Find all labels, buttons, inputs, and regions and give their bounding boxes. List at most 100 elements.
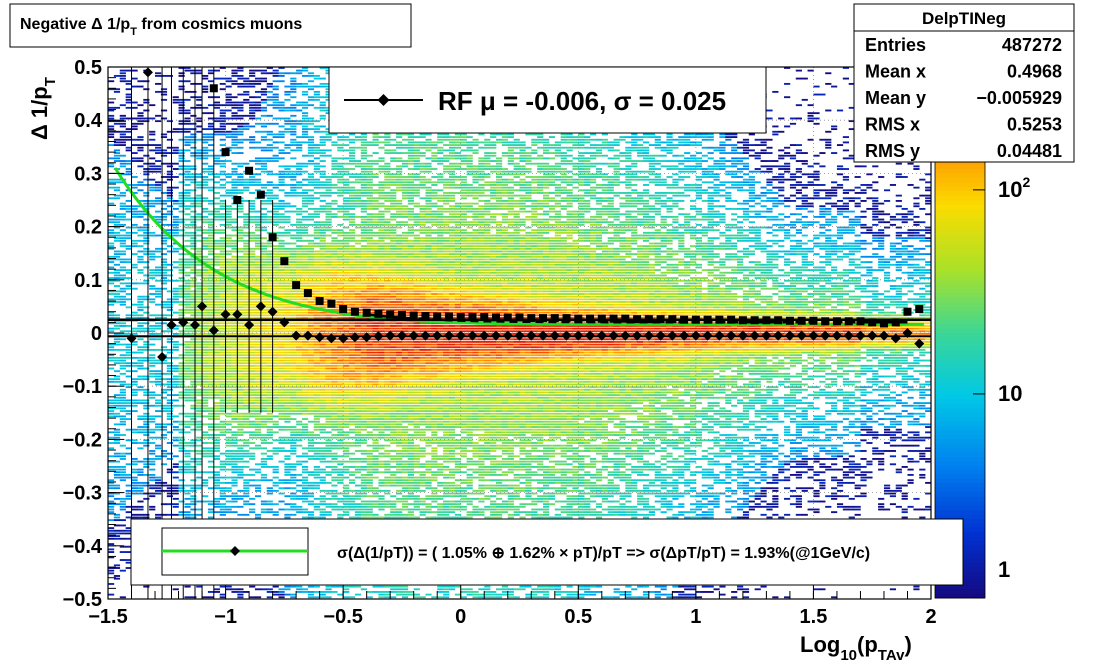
heatmap-bin: [331, 290, 338, 293]
heatmap-bin: [213, 428, 220, 431]
heatmap-bin: [219, 144, 226, 146]
heatmap-bin: [131, 356, 138, 359]
heatmap-bin: [137, 348, 144, 351]
heatmap-bin: [178, 74, 185, 77]
heatmap-bin: [137, 388, 144, 391]
heatmap-bin: [184, 192, 191, 194]
heatmap-bin: [202, 141, 209, 144]
heatmap-bin: [231, 239, 238, 242]
heatmap-bin: [313, 231, 320, 234]
heatmap-bin: [319, 263, 326, 266]
heatmap-bin: [296, 351, 303, 354]
heatmap-bin: [113, 343, 121, 346]
heatmap-bin: [278, 330, 285, 333]
heatmap-bin: [272, 388, 279, 391]
heatmap-bin: [290, 412, 297, 415]
heatmap-bin: [266, 72, 273, 75]
heatmap-bin: [202, 343, 209, 346]
heatmap-bin: [296, 404, 303, 407]
heatmap-bin: [260, 221, 268, 224]
heatmap-bin: [196, 452, 203, 455]
heatmap-bin: [307, 247, 315, 250]
heatmap-bin: [284, 394, 291, 397]
heatmap-bin: [331, 327, 338, 330]
heatmap-bin: [260, 476, 268, 479]
heatmap-bin: [243, 215, 250, 218]
heatmap-bin: [113, 359, 121, 362]
heatmap-bin: [219, 269, 226, 272]
heatmap-bin: [213, 181, 220, 184]
heatmap-bin: [254, 410, 262, 412]
heatmap-bin: [231, 359, 238, 362]
heatmap-bin: [237, 356, 244, 359]
heatmap-bin: [260, 282, 268, 285]
heatmap-bin: [266, 364, 273, 367]
heatmap-bin: [325, 242, 332, 245]
heatmap-bin: [219, 202, 226, 205]
heatmap-bin: [284, 306, 291, 309]
heatmap-bin: [337, 455, 344, 458]
heatmap-bin: [243, 327, 250, 330]
heatmap-bin: [231, 303, 238, 306]
heatmap-bin: [113, 130, 121, 133]
heatmap-bin: [307, 394, 315, 397]
heatmap-bin: [272, 207, 279, 210]
heatmap-bin: [237, 237, 244, 240]
heatmap-bin: [266, 407, 273, 410]
heatmap-bin: [131, 463, 138, 466]
heatmap-bin: [178, 484, 185, 487]
heatmap-bin: [207, 511, 215, 514]
heatmap-bin: [296, 146, 303, 149]
heatmap-bin: [278, 343, 285, 346]
heatmap-bin: [319, 322, 326, 325]
heatmap-bin: [190, 450, 197, 452]
heatmap-bin: [155, 372, 162, 375]
heatmap-bin: [337, 165, 344, 168]
heatmap-bin: [202, 471, 209, 474]
heatmap-bin: [113, 537, 121, 540]
heatmap-bin: [207, 287, 215, 290]
heatmap-bin: [331, 202, 338, 205]
heatmap-bin: [331, 418, 338, 420]
heatmap-bin: [143, 444, 150, 447]
heatmap-bin: [155, 168, 162, 170]
heatmap-bin: [290, 348, 297, 351]
heatmap-bin: [272, 80, 279, 83]
heatmap-bin: [319, 152, 326, 154]
heatmap-bin: [260, 77, 268, 80]
heatmap-bin: [190, 468, 197, 471]
heatmap-bin: [196, 412, 203, 415]
heatmap-bin: [278, 239, 285, 242]
heatmap-bin: [296, 207, 303, 210]
heatmap-bin: [149, 473, 156, 476]
heatmap-bin: [213, 471, 220, 474]
heatmap-bin: [260, 279, 268, 282]
heatmap-bin: [108, 537, 115, 540]
heatmap-bin: [319, 261, 326, 264]
heatmap-bin: [237, 346, 244, 349]
heatmap-bin: [166, 458, 173, 460]
heatmap-bin: [337, 242, 344, 245]
heatmap-bin: [331, 386, 338, 389]
heatmap-bin: [301, 74, 309, 77]
heatmap-bin: [149, 149, 156, 152]
heatmap-bin: [149, 138, 156, 141]
heatmap-bin: [307, 162, 315, 165]
heatmap-bin: [319, 277, 326, 279]
heatmap-bin: [108, 181, 115, 184]
heatmap-bin: [325, 277, 332, 279]
heatmap-bin: [266, 436, 273, 439]
heatmap-bin: [266, 325, 273, 327]
heatmap-bin: [254, 82, 262, 85]
heatmap-bin: [237, 146, 244, 149]
heatmap-bin: [284, 218, 291, 221]
heatmap-bin: [237, 234, 244, 237]
heatmap-bin: [184, 346, 191, 349]
heatmap-bin: [143, 205, 150, 208]
heatmap-bin: [137, 144, 144, 146]
heatmap-bin: [313, 383, 320, 386]
heatmap-bin: [237, 404, 244, 407]
heatmap-bin: [249, 447, 256, 450]
heatmap-bin: [266, 114, 273, 117]
heatmap-bin: [190, 367, 197, 370]
